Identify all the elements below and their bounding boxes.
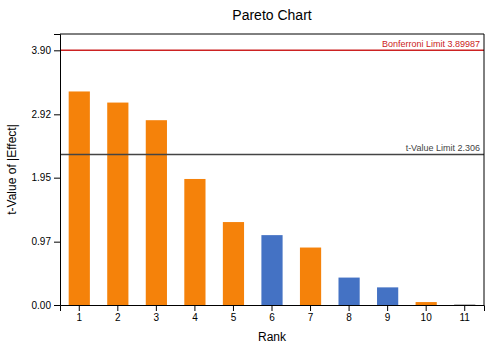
x-tick-mark [464, 305, 465, 311]
x-tick: 5 [231, 305, 237, 323]
bar [223, 222, 244, 305]
reference-label: t-Value Limit 2.306 [406, 143, 480, 153]
y-tick-label: 0.97 [32, 236, 52, 247]
bar [69, 91, 90, 305]
y-tick-mark [54, 242, 60, 243]
x-tick: 11 [460, 305, 471, 323]
y-tick-mark [54, 178, 60, 179]
y-tick: 0.00 [32, 300, 60, 311]
y-tick-label: 0.00 [32, 300, 52, 311]
x-tick: 9 [385, 305, 391, 323]
x-axis-title: Rank [258, 330, 287, 344]
y-tick: 1.95 [32, 172, 60, 183]
marks [60, 50, 484, 305]
y-tick-label: 2.92 [32, 109, 52, 120]
x-tick-mark [233, 305, 234, 311]
x-tick-mark [79, 305, 80, 311]
bar [300, 248, 321, 305]
y-axis-line [54, 35, 61, 306]
x-tick-mark [349, 305, 350, 311]
y-tick: 0.97 [32, 236, 60, 247]
x-tick-label: 9 [385, 312, 391, 323]
reference-label: Bonferroni Limit 3.89987 [382, 39, 480, 49]
bar [338, 278, 359, 305]
x-tick: 4 [192, 305, 198, 323]
y-axis-title: t-Value of |Effect| [5, 124, 19, 215]
x-tick-label: 11 [460, 312, 471, 323]
x-tick-mark [194, 305, 195, 311]
y-tick-label: 3.90 [32, 45, 52, 56]
y-tick: 2.92 [32, 109, 60, 120]
x-tick-mark [272, 305, 273, 311]
bar [377, 287, 398, 305]
bar [184, 179, 205, 305]
x-tick: 7 [308, 305, 314, 323]
frame [60, 34, 484, 35]
x-tick-label: 3 [154, 312, 160, 323]
x-tick-label: 10 [421, 312, 433, 323]
bar [261, 235, 282, 305]
reference-line [60, 154, 484, 156]
x-tick: 2 [115, 305, 121, 323]
x-tick: 1 [76, 305, 82, 323]
x-tick: 10 [421, 305, 433, 323]
title: Pareto Chart [232, 7, 311, 23]
y-tick: 3.90 [32, 45, 60, 56]
x-tick-mark [310, 305, 311, 311]
x-tick-label: 5 [231, 312, 237, 323]
x-tick: 3 [154, 305, 160, 323]
bar [107, 103, 128, 305]
y-tick-label: 1.95 [32, 172, 52, 183]
y-tick-mark [54, 305, 60, 306]
reference-line [60, 50, 484, 52]
x-tick-mark [156, 305, 157, 311]
y-tick-mark [54, 114, 60, 115]
bar [454, 304, 475, 305]
y-axis: 0.00 0.97 1.95 2.92 3.90 [32, 35, 61, 311]
x-tick-label: 6 [269, 312, 275, 323]
x-axis: 1 2 3 4 5 6 7 8 9 10 11 [61, 305, 485, 323]
x-tick-label: 8 [346, 312, 352, 323]
x-tick-label: 4 [192, 312, 198, 323]
frame [484, 34, 485, 305]
plot-area: 1 2 3 4 5 6 7 8 9 10 11 0.00 0.97 1.95 2.92 3.90 Bonferr… [32, 34, 485, 323]
x-axis-line [61, 306, 485, 312]
chart: 1 2 3 4 5 6 7 8 9 10 11 0.00 0.97 1.95 2.92 3.90 Bonferr… [0, 0, 500, 349]
x-tick: 6 [269, 305, 275, 323]
bar [146, 120, 167, 305]
x-tick-label: 1 [76, 312, 82, 323]
bar [416, 302, 437, 305]
x-tick-mark [117, 305, 118, 311]
x-tick-label: 2 [115, 312, 121, 323]
x-tick-mark [387, 305, 388, 311]
x-tick-label: 7 [308, 312, 314, 323]
x-tick-mark [426, 305, 427, 311]
y-tick-mark [54, 50, 60, 51]
x-tick: 8 [346, 305, 352, 323]
